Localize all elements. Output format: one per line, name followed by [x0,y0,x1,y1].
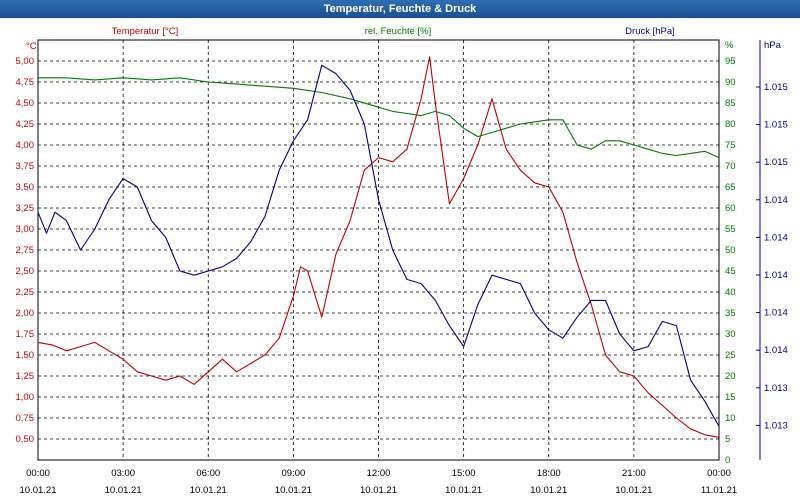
humidity-series-line [38,77,720,159]
x-tick-date: 10.01.21 [445,485,482,496]
pressure-tick-label: 1.015 [764,82,788,93]
series-layer [37,56,720,438]
x-tick-time: 03:00 [111,468,135,479]
temperature-tick-label: 0,75 [16,413,35,424]
x-tick-date: 10.01.21 [190,485,227,496]
temperature-tick-label: 2,50 [16,266,35,277]
temperature-tick-label: 4,25 [16,119,35,130]
humidity-tick-label: 70 [725,161,736,172]
axis-headers: Temperatur [°C] rel. Feuchte [%] Druck [… [26,26,782,52]
humidity-tick-label: 85 [725,98,736,109]
x-tick-date: 10.01.21 [105,485,142,496]
x-tick-date: 11.01.21 [701,485,737,496]
humidity-tick-label: 30 [725,329,736,340]
temperature-tick-label: 3,00 [16,224,35,235]
x-tick-time: 12:00 [367,468,391,479]
humidity-unit-label: % [725,40,734,51]
humidity-tick-label: 0 [725,455,730,466]
pressure-tick-label: 1.015 [764,120,788,131]
humidity-tick-label: 20 [725,371,736,382]
humidity-tick-label: 95 [725,56,736,67]
temperature-series-line [37,56,720,438]
pressure-tick-label: 1.014 [764,195,788,206]
x-tick-date: 10.01.21 [530,485,567,496]
temperature-tick-label: 1,75 [16,329,35,340]
humidity-tick-label: 10 [725,413,736,424]
humidity-tick-label: 65 [725,182,736,193]
axes-layer: 5,00 4,75 4,50 4,25 4,00 3,75 3,50 3,25 3,00 2,75… [16,40,788,496]
x-tick-date: 10.01.21 [615,485,652,496]
pressure-unit-label: hPa [764,40,782,51]
pressure-tick-label: 1.013 [764,420,788,431]
temperature-tick-label: 0,50 [16,434,35,445]
grid [38,40,719,460]
temperature-tick-label: 1,00 [16,392,35,403]
temperature-tick-label: 3,25 [16,203,35,214]
x-tick-time: 15:00 [452,468,476,479]
pressure-tick-label: 1.014 [764,308,788,319]
x-tick-time: 18:00 [537,468,561,479]
x-tick-time: 00:00 [707,468,731,479]
humidity-tick-label: 40 [725,287,736,298]
humidity-tick-label: 55 [725,224,736,235]
temperature-tick-label: 4,00 [16,140,35,151]
humidity-tick-label: 5 [725,434,730,445]
temperature-tick-label: 1,25 [16,371,35,382]
humidity-tick-label: 75 [725,140,736,151]
temperature-tick-label: 3,75 [16,161,35,172]
temperature-axis-label: Temperatur [°C] [112,26,179,37]
temperature-tick-label: 2,00 [16,308,35,319]
x-tick-date: 10.01.21 [275,485,312,496]
temperature-tick-label: 2,25 [16,287,35,298]
x-tick-time: 09:00 [281,468,305,479]
temperature-tick-label: 2,75 [16,245,35,256]
pressure-tick-label: 1.015 [764,157,788,168]
humidity-tick-label: 35 [725,308,736,319]
x-tick-time: 00:00 [26,468,50,479]
pressure-axis-label: Druck [hPa] [625,26,675,37]
humidity-tick-label: 25 [725,350,736,361]
pressure-series-line [37,64,720,427]
pressure-tick-label: 1.014 [764,270,788,281]
humidity-tick-label: 15 [725,392,736,403]
x-tick-time: 06:00 [196,468,220,479]
temperature-tick-label: 4,50 [16,98,35,109]
humidity-tick-label: 90 [725,77,736,88]
humidity-tick-label: 80 [725,119,736,130]
pressure-tick-label: 1.014 [764,232,788,243]
chart-title: Temperatur, Feuchte & Druck [0,0,800,18]
temperature-tick-label: 3,50 [16,182,35,193]
humidity-tick-label: 50 [725,245,736,256]
x-tick-date: 10.01.21 [20,485,57,496]
temperature-tick-label: 5,00 [16,56,35,67]
x-tick-date: 10.01.21 [360,485,397,496]
temperature-unit-label: °C [26,41,37,52]
humidity-tick-label: 45 [725,266,736,277]
pressure-tick-label: 1.014 [764,345,788,356]
plot-area [37,39,720,461]
pressure-tick-label: 1.013 [764,383,788,394]
humidity-axis-label: rel. Feuchte [%] [365,26,432,37]
x-tick-time: 21:00 [622,468,646,479]
temperature-tick-label: 4,75 [16,77,35,88]
humidity-tick-label: 60 [725,203,736,214]
temperature-tick-label: 1,50 [16,350,35,361]
